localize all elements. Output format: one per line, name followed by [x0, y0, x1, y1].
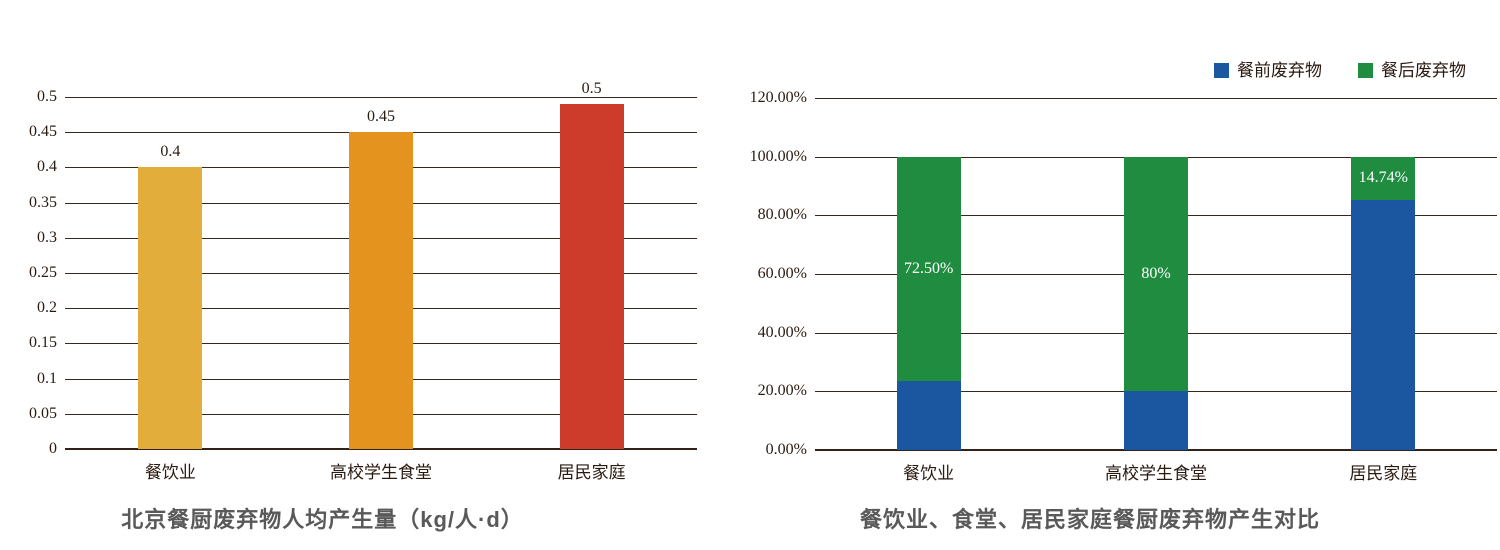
- legend-item-pre-meal: 餐前废弃物: [1214, 62, 1322, 79]
- x-axis-category-label: 居民家庭: [1349, 464, 1418, 483]
- gridline: [65, 97, 697, 98]
- y-axis-tick-label: 60.00%: [757, 265, 807, 282]
- bar-segment-餐前废弃物-居民家庭: [1351, 199, 1416, 450]
- y-axis-tick-label: 0.35: [29, 193, 57, 211]
- y-axis-tick-label: 20.00%: [757, 382, 807, 400]
- legend-swatch-blue-icon: [1214, 63, 1229, 78]
- bar-居民家庭: [559, 104, 624, 449]
- bar-value-label: 0.4: [160, 143, 181, 161]
- segment-value-label: 72.50%: [903, 259, 954, 277]
- chart-panel-waste-comparison: 餐前废弃物 餐后废弃物 0.00% 20.00% 40.00% 60.00% 80.00…: [750, 0, 1500, 550]
- bar-value-label: 0.5: [581, 80, 602, 98]
- chart-panel-per-capita: 0 0.05 0.1 0.15 0.2 0.25 0.3 0.35 0.4 0.45 0.5 餐饮业 高…: [0, 0, 745, 550]
- legend-item-post-meal: 餐后废弃物: [1358, 62, 1466, 79]
- legend-label-post-meal: 餐后废弃物: [1381, 61, 1466, 80]
- x-axis-category-label: 餐饮业: [903, 464, 955, 483]
- bar-segment-餐后废弃物-高校学生食堂: [1124, 156, 1188, 392]
- chart-title-left: 北京餐厨废弃物人均产生量（kg/人·d）: [121, 507, 524, 532]
- segment-value-label: 80%: [1141, 265, 1171, 282]
- bar-chart-plot-area: 0 0.05 0.1 0.15 0.2 0.25 0.3 0.35 0.4 0.45 0.5 餐饮业 高…: [29, 80, 697, 482]
- y-axis-tick-label: 0: [49, 440, 57, 457]
- bar-segment-餐前废弃物-餐饮业: [896, 381, 961, 450]
- legend: 餐前废弃物 餐后废弃物: [1214, 62, 1466, 79]
- stacked-bar-chart-plot-area: 0.00% 20.00% 40.00% 60.00% 80.00% 100.00% 120.…: [750, 89, 1497, 483]
- y-axis-tick-label: 0.5: [37, 88, 57, 105]
- legend-label-pre-meal: 餐前废弃物: [1237, 61, 1322, 80]
- x-axis-category-label: 居民家庭: [557, 463, 626, 482]
- y-axis-tick-label: 120.00%: [749, 89, 807, 106]
- y-axis-tick-label: 0.00%: [765, 441, 807, 458]
- y-axis-tick-label: 0.45: [29, 123, 57, 141]
- y-axis-tick-label: 0.3: [37, 228, 57, 246]
- y-axis-tick-label: 0.15: [29, 334, 57, 352]
- gridline: [815, 449, 1497, 451]
- bar-餐饮业: [138, 167, 203, 449]
- y-axis-tick-label: 100.00%: [749, 147, 807, 165]
- gridline: [65, 448, 697, 450]
- bar-高校学生食堂: [349, 132, 413, 449]
- bar-segment-餐前废弃物-高校学生食堂: [1124, 391, 1188, 450]
- x-axis-category-label: 高校学生食堂: [329, 463, 432, 482]
- x-axis-category-label: 高校学生食堂: [1104, 464, 1207, 483]
- y-axis-tick-label: 0.25: [29, 264, 57, 281]
- y-axis-tick-label: 0.05: [29, 404, 57, 422]
- bar-value-label: 0.45: [367, 108, 395, 126]
- y-axis-tick-label: 0.1: [37, 369, 57, 387]
- y-axis-tick-label: 0.4: [37, 158, 57, 176]
- bar-segment-餐后废弃物-居民家庭: [1351, 156, 1416, 200]
- x-axis-category-label: 餐饮业: [144, 463, 196, 482]
- legend-swatch-green-icon: [1358, 63, 1373, 78]
- segment-value-label: 14.74%: [1358, 169, 1408, 187]
- gridline: [815, 98, 1497, 99]
- bar-segment-餐后废弃物-餐饮业: [896, 156, 961, 382]
- y-axis-tick-label: 80.00%: [757, 206, 807, 224]
- y-axis-tick-label: 40.00%: [757, 323, 807, 341]
- chart-title-right: 餐饮业、食堂、居民家庭餐厨废弃物产生对比: [859, 507, 1320, 532]
- y-axis-tick-label: 0.2: [37, 299, 57, 317]
